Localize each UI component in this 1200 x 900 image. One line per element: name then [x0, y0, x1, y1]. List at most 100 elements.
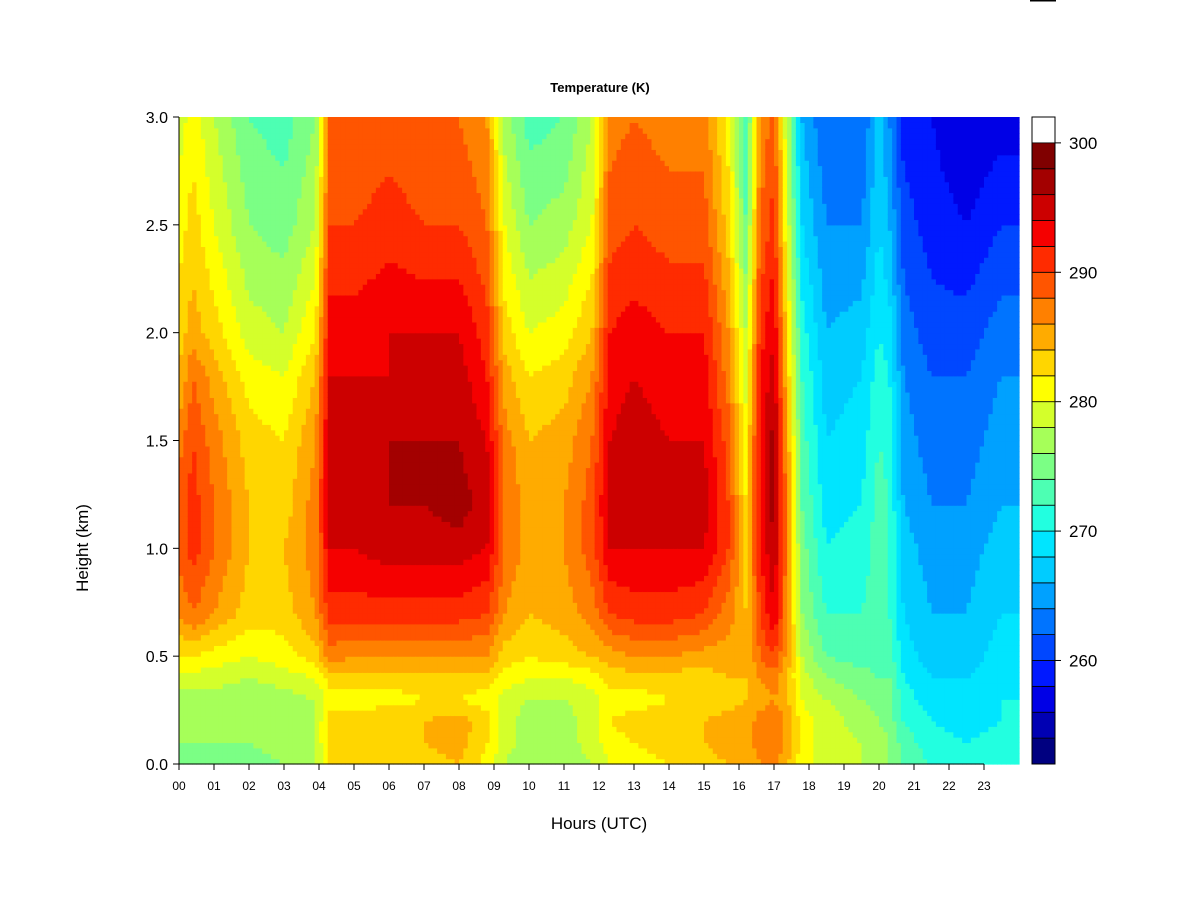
heatmap-cell: [200, 375, 206, 382]
heatmap-cell: [253, 332, 259, 339]
heatmap-cell: [187, 650, 193, 657]
heatmap-cell: [354, 683, 359, 690]
heatmap-cell: [187, 564, 193, 571]
heatmap-cell: [301, 418, 307, 425]
heatmap-cell: [314, 408, 320, 415]
heatmap-cell: [270, 327, 276, 334]
heatmap-cell: [301, 397, 307, 404]
heatmap-cell: [200, 510, 206, 517]
heatmap-cell: [349, 591, 355, 598]
heatmap-cell: [305, 370, 311, 377]
heatmap-cell: [284, 187, 289, 194]
heatmap-cell: [205, 715, 211, 722]
heatmap-cell: [314, 710, 320, 717]
heatmap-cell: [310, 747, 316, 754]
heatmap-cell: [349, 505, 355, 512]
heatmap-cell: [288, 661, 294, 668]
heatmap-cell: [214, 613, 219, 620]
heatmap-cell: [227, 445, 233, 452]
heatmap-cell: [187, 316, 193, 323]
heatmap-cell: [270, 197, 276, 204]
heatmap-cell: [235, 591, 241, 598]
heatmap-cell: [292, 710, 298, 717]
heatmap-cell: [262, 117, 268, 123]
heatmap-cell: [244, 133, 250, 140]
heatmap-cell: [310, 569, 316, 576]
heatmap-cell: [275, 348, 281, 355]
heatmap-cell: [332, 693, 338, 700]
heatmap-cell: [262, 499, 268, 506]
heatmap-cell: [253, 586, 259, 593]
heatmap-cell: [279, 359, 285, 366]
heatmap-cell: [183, 117, 189, 123]
heatmap-cell: [257, 462, 263, 469]
heatmap-cell: [301, 715, 307, 722]
heatmap-cell: [257, 214, 263, 221]
heatmap-cell: [222, 305, 228, 312]
heatmap-cell: [319, 138, 324, 145]
heatmap-cell: [231, 370, 237, 377]
heatmap-cell: [288, 499, 294, 506]
heatmap-cell: [253, 715, 259, 722]
heatmap-cell: [231, 489, 237, 496]
heatmap-cell: [218, 300, 224, 307]
heatmap-cell: [354, 165, 359, 172]
heatmap-cell: [235, 629, 241, 636]
heatmap-cell: [222, 526, 228, 533]
heatmap-cell: [214, 693, 219, 700]
heatmap-cell: [340, 230, 346, 237]
heatmap-cell: [301, 451, 307, 458]
heatmap-cell: [327, 699, 333, 706]
heatmap-cell: [235, 639, 241, 646]
heatmap-cell: [301, 149, 307, 156]
heatmap-cell: [305, 602, 311, 609]
heatmap-cell: [192, 672, 198, 679]
heatmap-cell: [205, 327, 211, 334]
heatmap-cell: [358, 726, 364, 733]
heatmap-cell: [257, 224, 263, 231]
heatmap-cell: [323, 472, 329, 479]
heatmap-cell: [200, 526, 206, 533]
heatmap-cell: [284, 526, 289, 533]
heatmap-cell: [231, 753, 237, 760]
heatmap-cell: [275, 483, 281, 490]
heatmap-cell: [183, 532, 189, 539]
heatmap-cell: [266, 569, 272, 576]
heatmap-cell: [305, 575, 311, 582]
heatmap-cell: [327, 402, 333, 409]
heatmap-cell: [222, 413, 228, 420]
heatmap-cell: [279, 370, 285, 377]
heatmap-cell: [253, 753, 259, 760]
heatmap-cell: [257, 435, 263, 442]
heatmap-cell: [358, 456, 364, 463]
heatmap-cell: [354, 510, 359, 517]
heatmap-cell: [218, 596, 224, 603]
heatmap-cell: [332, 607, 338, 614]
heatmap-cell: [222, 435, 228, 442]
heatmap-cell: [192, 478, 198, 485]
heatmap-cell: [222, 359, 228, 366]
heatmap-cell: [275, 472, 281, 479]
heatmap-cell: [218, 559, 224, 566]
heatmap-cell: [218, 699, 224, 706]
heatmap-cell: [235, 494, 241, 501]
heatmap-cell: [218, 634, 224, 641]
heatmap-cell: [249, 510, 254, 517]
heatmap-cell: [262, 569, 268, 576]
heatmap-cell: [340, 623, 346, 630]
heatmap-cell: [284, 300, 289, 307]
heatmap-cell: [200, 688, 206, 695]
heatmap-cell: [354, 715, 359, 722]
heatmap-cell: [209, 699, 215, 706]
heatmap-cell: [319, 278, 324, 285]
heatmap-cell: [345, 294, 351, 301]
heatmap-cell: [253, 435, 259, 442]
heatmap-cell: [183, 413, 189, 420]
heatmap-cell: [266, 397, 272, 404]
heatmap-cell: [336, 429, 342, 436]
heatmap-cell: [301, 305, 307, 312]
heatmap-cell: [205, 666, 211, 673]
heatmap-cell: [231, 262, 237, 269]
heatmap-cell: [354, 559, 359, 566]
heatmap-cell: [266, 402, 272, 409]
